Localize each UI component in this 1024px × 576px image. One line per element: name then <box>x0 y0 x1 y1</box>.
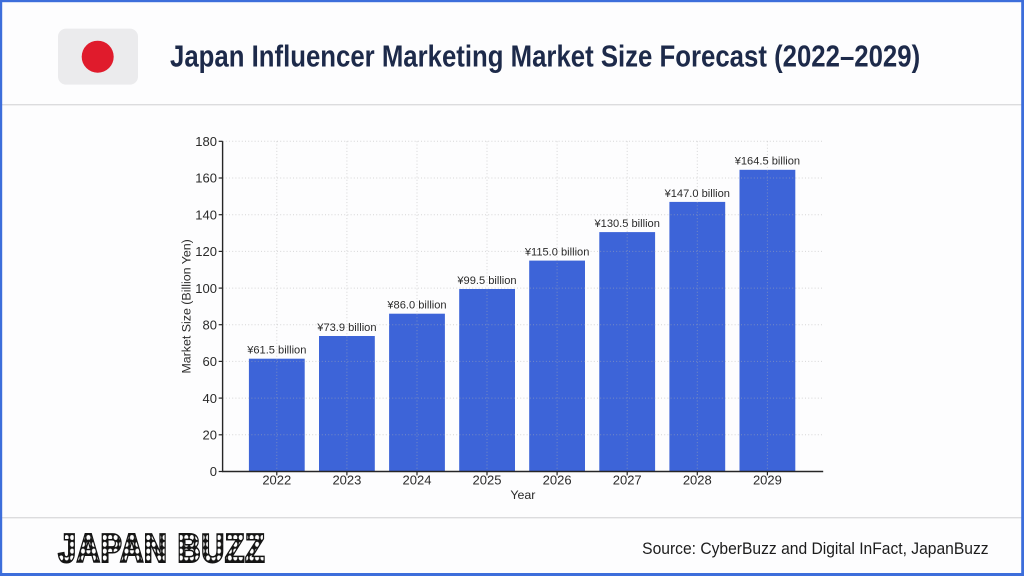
svg-text:2029: 2029 <box>753 473 782 488</box>
svg-text:¥86.0 billion: ¥86.0 billion <box>386 300 446 312</box>
svg-text:180: 180 <box>195 134 217 149</box>
svg-text:0: 0 <box>210 464 217 479</box>
svg-text:2022: 2022 <box>262 473 291 488</box>
svg-text:140: 140 <box>195 207 217 222</box>
svg-text:2025: 2025 <box>473 473 502 488</box>
svg-text:¥73.9 billion: ¥73.9 billion <box>316 322 376 334</box>
svg-text:40: 40 <box>203 391 217 406</box>
svg-text:2027: 2027 <box>613 473 642 488</box>
svg-text:Year: Year <box>510 488 535 502</box>
svg-text:¥130.5 billion: ¥130.5 billion <box>594 218 660 230</box>
svg-text:2024: 2024 <box>403 473 432 488</box>
svg-text:2028: 2028 <box>683 473 712 488</box>
svg-text:¥164.5 billion: ¥164.5 billion <box>734 156 800 168</box>
svg-text:160: 160 <box>195 171 217 186</box>
svg-text:80: 80 <box>203 317 217 332</box>
svg-text:JAPAN BUZZ: JAPAN BUZZ <box>59 527 266 570</box>
svg-text:Source: CyberBuzz and Digital: Source: CyberBuzz and Digital InFact, Ja… <box>642 540 988 559</box>
svg-text:¥147.0 billion: ¥147.0 billion <box>664 188 730 200</box>
svg-text:¥115.0 billion: ¥115.0 billion <box>524 247 590 259</box>
svg-text:2026: 2026 <box>543 473 572 488</box>
svg-text:Japan Influencer Marketing Mar: Japan Influencer Marketing Market Size F… <box>170 39 920 74</box>
svg-text:¥99.5 billion: ¥99.5 billion <box>456 275 516 287</box>
svg-text:2023: 2023 <box>332 473 361 488</box>
svg-text:JAPAN BUZZ: JAPAN BUZZ <box>59 527 266 570</box>
svg-text:60: 60 <box>203 354 217 369</box>
svg-text:Market Size (Billion Yen): Market Size (Billion Yen) <box>180 239 194 373</box>
svg-text:100: 100 <box>195 281 217 296</box>
svg-text:¥61.5 billion: ¥61.5 billion <box>246 345 306 357</box>
svg-text:120: 120 <box>195 244 217 259</box>
svg-text:20: 20 <box>203 428 217 443</box>
